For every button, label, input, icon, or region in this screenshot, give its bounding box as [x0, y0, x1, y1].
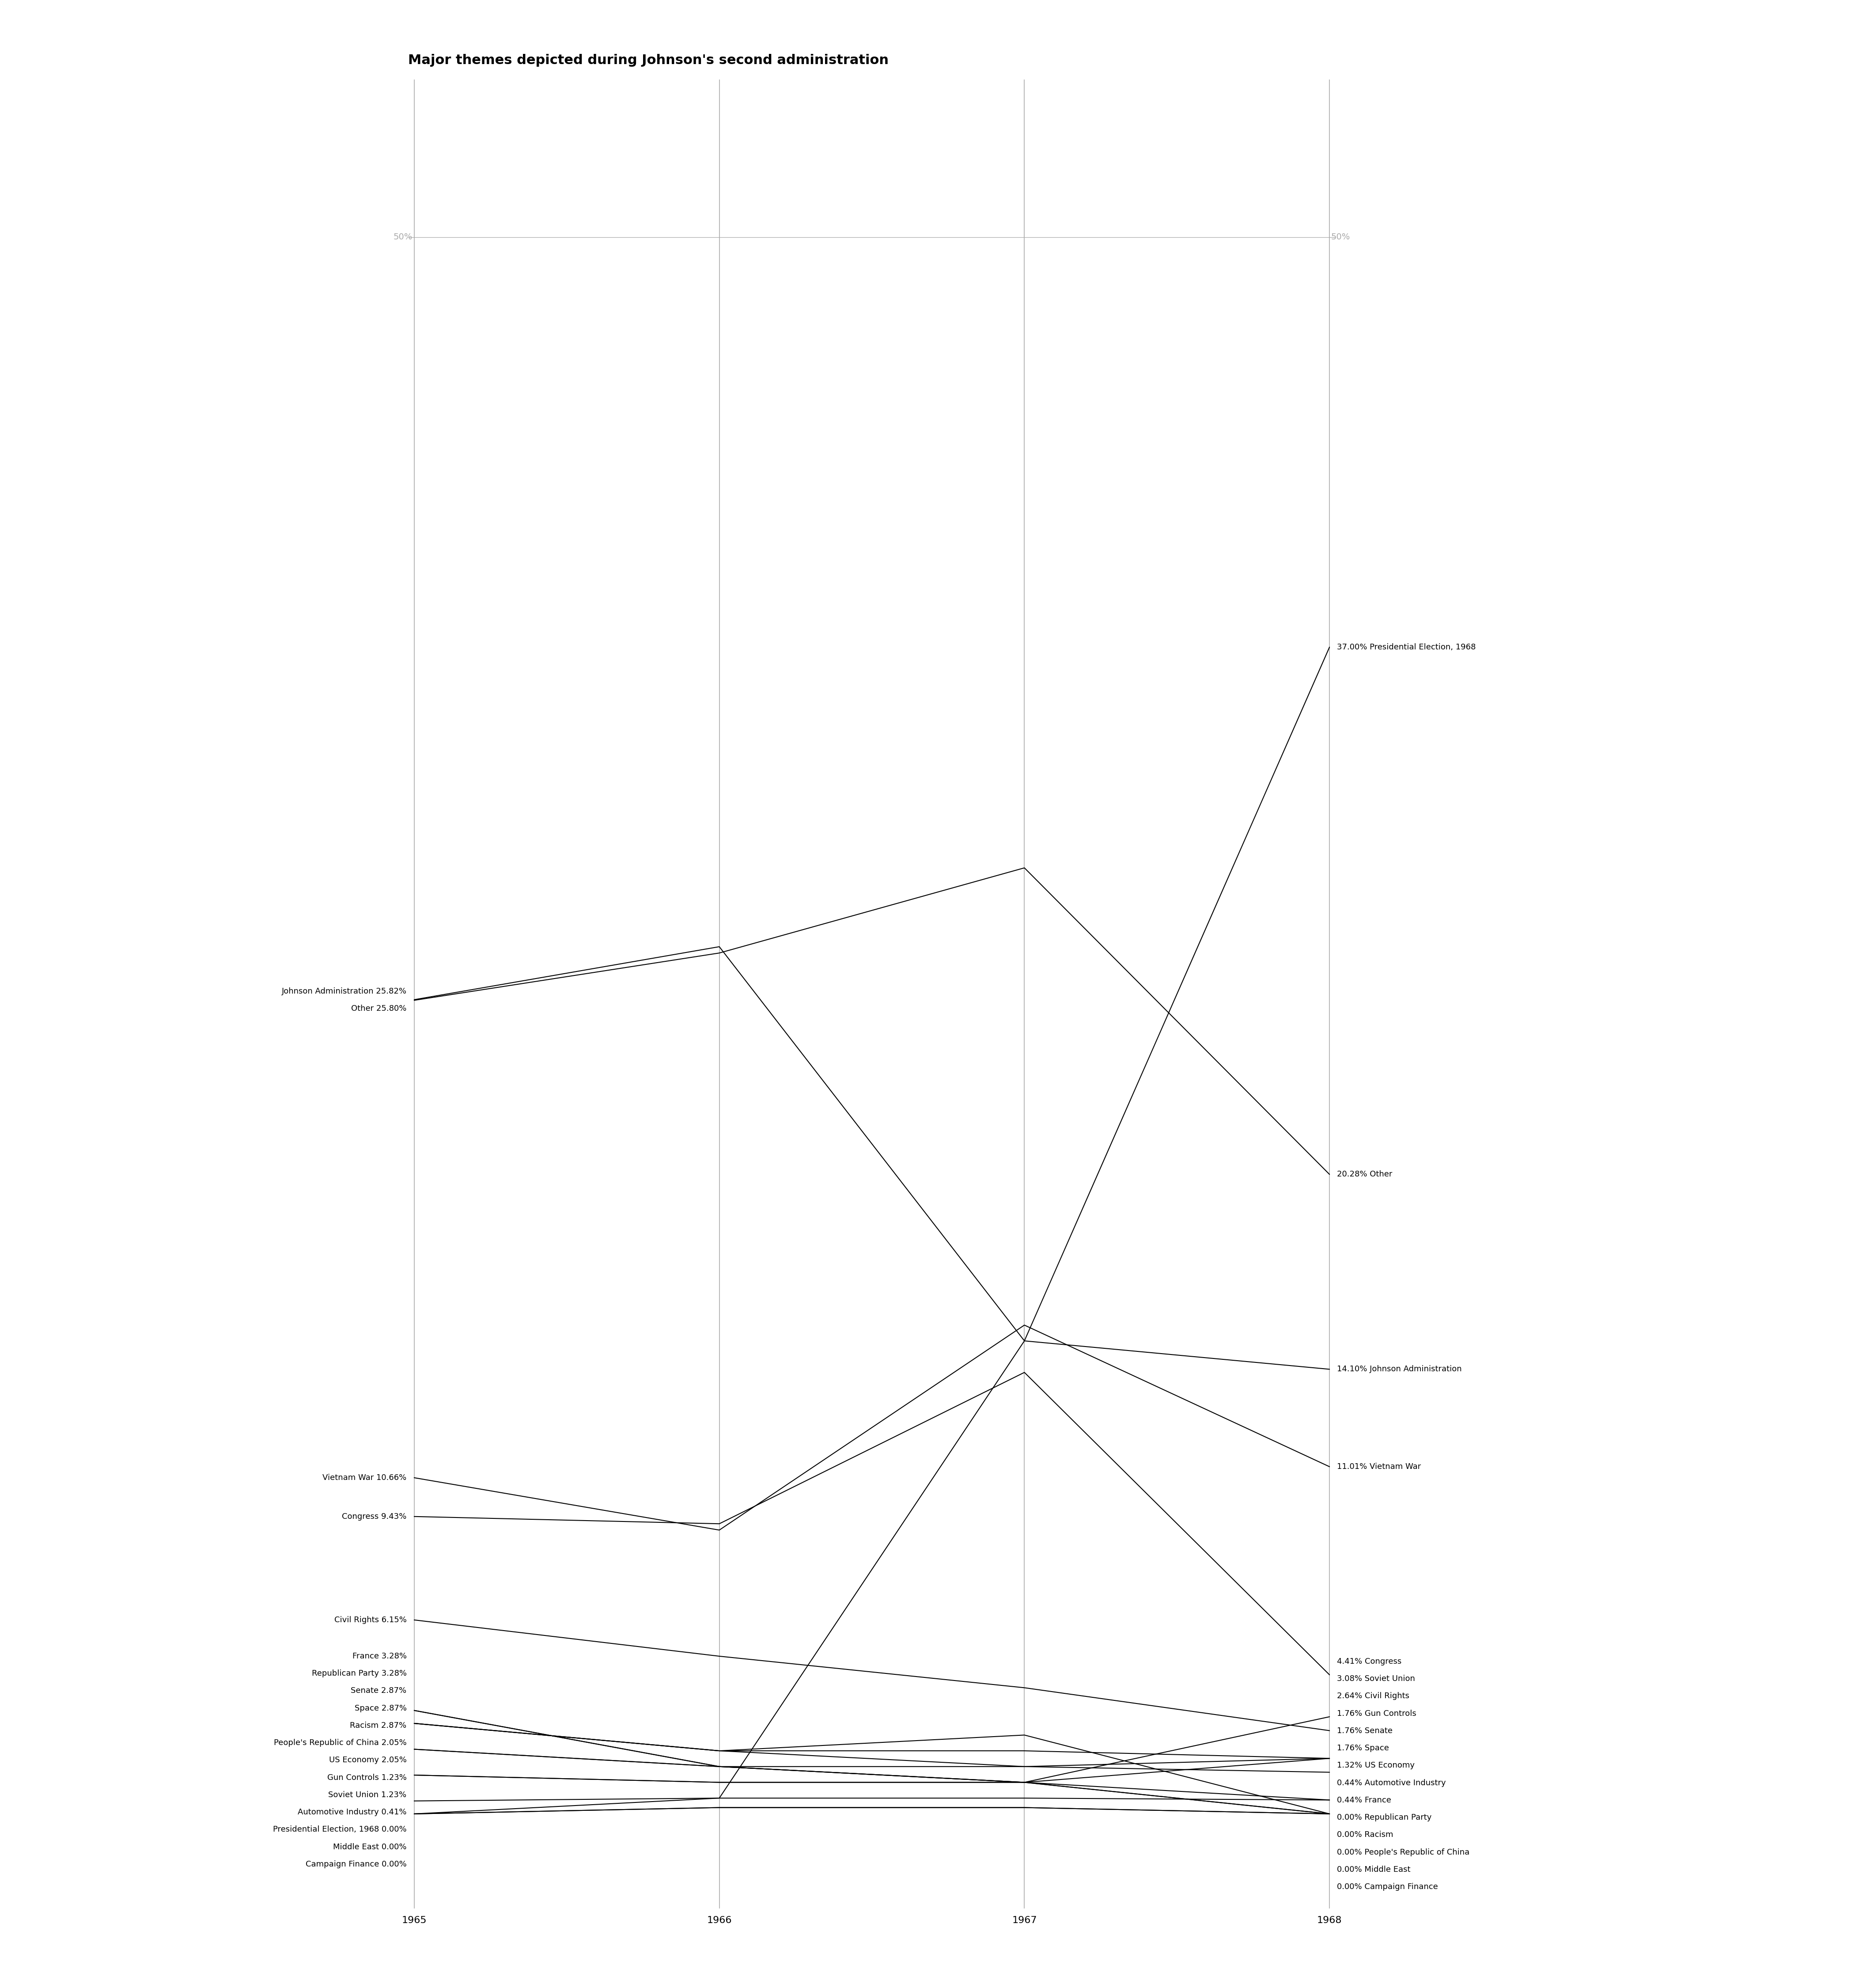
Text: France 3.28%: France 3.28% — [352, 1652, 406, 1660]
Text: People's Republic of China 2.05%: People's Republic of China 2.05% — [275, 1740, 406, 1747]
Text: 1.76% Gun Controls: 1.76% Gun Controls — [1337, 1710, 1417, 1718]
Text: US Economy 2.05%: US Economy 2.05% — [328, 1755, 406, 1763]
Text: 1.76% Senate: 1.76% Senate — [1337, 1728, 1393, 1736]
Text: 11.01% Vietnam War: 11.01% Vietnam War — [1337, 1463, 1421, 1471]
Text: 0.00% Republican Party: 0.00% Republican Party — [1337, 1813, 1432, 1821]
Text: 14.10% Johnson Administration: 14.10% Johnson Administration — [1337, 1366, 1462, 1374]
Text: Civil Rights 6.15%: Civil Rights 6.15% — [334, 1616, 406, 1624]
Text: Racism 2.87%: Racism 2.87% — [351, 1722, 406, 1730]
Text: 20.28% Other: 20.28% Other — [1337, 1171, 1393, 1179]
Text: Automotive Industry 0.41%: Automotive Industry 0.41% — [297, 1809, 406, 1817]
Text: 0.00% Campaign Finance: 0.00% Campaign Finance — [1337, 1883, 1438, 1891]
Text: 37.00% Presidential Election, 1968: 37.00% Presidential Election, 1968 — [1337, 644, 1477, 652]
Text: 2.64% Civil Rights: 2.64% Civil Rights — [1337, 1692, 1410, 1700]
Text: Space 2.87%: Space 2.87% — [354, 1704, 406, 1712]
Text: Campaign Finance 0.00%: Campaign Finance 0.00% — [306, 1861, 406, 1869]
Text: Republican Party 3.28%: Republican Party 3.28% — [312, 1670, 406, 1678]
Text: 0.00% People's Republic of China: 0.00% People's Republic of China — [1337, 1849, 1469, 1857]
Text: Soviet Union 1.23%: Soviet Union 1.23% — [328, 1791, 406, 1799]
Text: Major themes depicted during Johnson's second administration: Major themes depicted during Johnson's s… — [408, 54, 889, 68]
Text: 50%: 50% — [393, 233, 412, 241]
Text: 0.44% France: 0.44% France — [1337, 1797, 1391, 1805]
Text: Other 25.80%: Other 25.80% — [351, 1004, 406, 1012]
Text: 0.44% Automotive Industry: 0.44% Automotive Industry — [1337, 1779, 1447, 1787]
Text: 50%: 50% — [1332, 233, 1350, 241]
Text: Senate 2.87%: Senate 2.87% — [351, 1688, 406, 1696]
Text: Middle East 0.00%: Middle East 0.00% — [334, 1843, 406, 1851]
Text: Congress 9.43%: Congress 9.43% — [341, 1513, 406, 1521]
Text: 1.76% Space: 1.76% Space — [1337, 1743, 1389, 1751]
Text: 4.41% Congress: 4.41% Congress — [1337, 1658, 1402, 1666]
Text: 0.00% Middle East: 0.00% Middle East — [1337, 1865, 1410, 1873]
Text: Vietnam War 10.66%: Vietnam War 10.66% — [323, 1473, 406, 1481]
Text: 0.00% Racism: 0.00% Racism — [1337, 1831, 1393, 1839]
Text: Johnson Administration 25.82%: Johnson Administration 25.82% — [282, 988, 406, 996]
Text: 3.08% Soviet Union: 3.08% Soviet Union — [1337, 1674, 1415, 1682]
Text: Gun Controls 1.23%: Gun Controls 1.23% — [326, 1773, 406, 1781]
Text: 1.32% US Economy: 1.32% US Economy — [1337, 1761, 1415, 1769]
Text: Presidential Election, 1968 0.00%: Presidential Election, 1968 0.00% — [273, 1825, 406, 1833]
